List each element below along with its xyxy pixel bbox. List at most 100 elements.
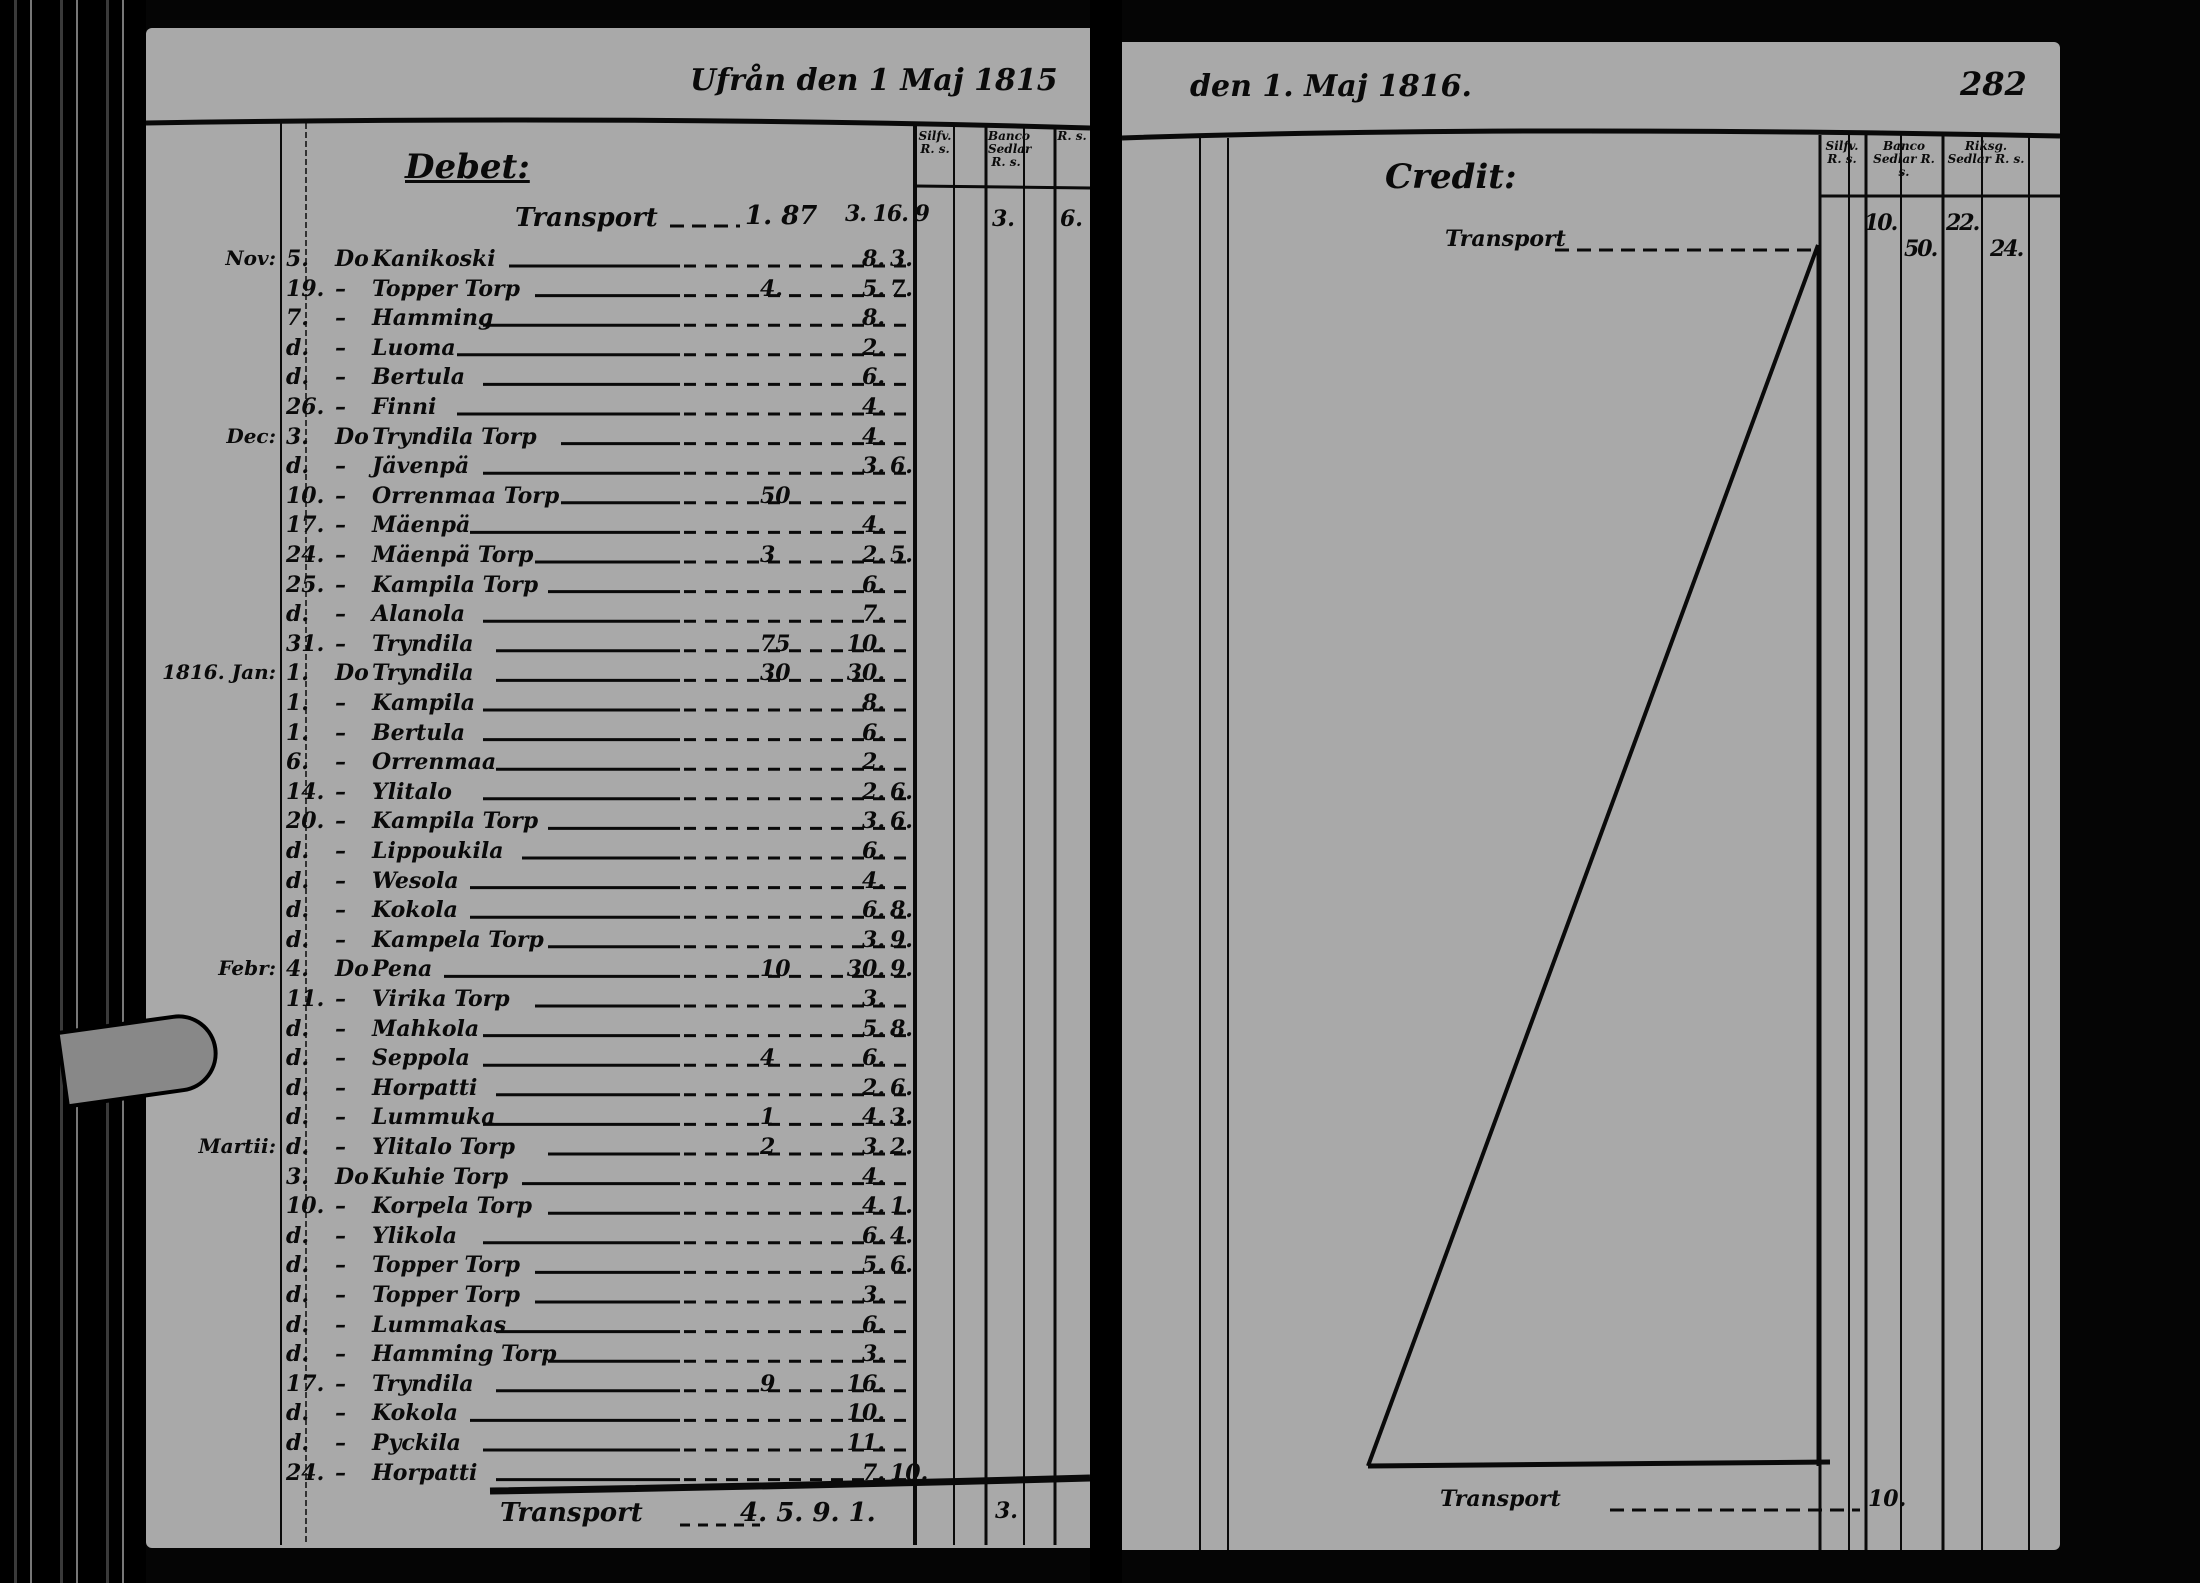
entry-month: Febr: bbox=[218, 956, 276, 981]
entry-name: Kanikoski bbox=[372, 246, 496, 272]
transport-label: Transport bbox=[1445, 226, 1566, 252]
entry-ditto: – bbox=[335, 1222, 346, 1249]
entry-name: Horpatti bbox=[372, 1459, 478, 1486]
entry-ditto: – bbox=[335, 630, 346, 657]
entry-amount-riksdaler: 4. bbox=[862, 512, 885, 539]
entry-name: Ylitalo bbox=[372, 778, 452, 805]
entry-day: 1. bbox=[286, 719, 309, 746]
entry-amount-riksdaler: 5. bbox=[862, 1252, 885, 1279]
column-header: Riksg. Sedlar R. s. bbox=[1947, 139, 2025, 167]
entry-name: Topper Torp bbox=[372, 1282, 521, 1308]
entry-day: d. bbox=[286, 1400, 310, 1427]
entry-ditto: Do bbox=[335, 423, 369, 450]
transport-label: Transport bbox=[515, 203, 658, 233]
book-gutter bbox=[1090, 0, 1122, 1583]
transport-amount: 22. bbox=[1946, 210, 1980, 236]
entry-name: Seppola bbox=[372, 1045, 470, 1072]
entry-name: Horpatti bbox=[372, 1074, 478, 1101]
entry-amount-skilling: 9. bbox=[890, 926, 913, 953]
entry-day: d. bbox=[286, 1104, 310, 1131]
entry-amount-skilling: 6. bbox=[890, 453, 913, 480]
entry-amount-extra: 75 bbox=[760, 630, 791, 657]
transport-amount: 1. 87 bbox=[745, 201, 818, 231]
entry-amount-riksdaler: 10. bbox=[846, 1400, 885, 1427]
entry-ditto: – bbox=[335, 1193, 346, 1220]
entry-month: Nov: bbox=[225, 246, 276, 270]
entry-amount-skilling: 3. bbox=[890, 1104, 913, 1131]
entry-amount-riksdaler: 3. bbox=[862, 808, 885, 835]
entry-name: Ylitalo Torp bbox=[372, 1134, 516, 1160]
entry-amount-extra: 10 bbox=[760, 956, 791, 983]
entry-ditto: – bbox=[335, 571, 346, 598]
entry-day: d. bbox=[286, 1134, 310, 1160]
entry-day: d. bbox=[286, 1015, 310, 1042]
entry-amount-skilling: 5. bbox=[890, 542, 913, 568]
entry-name: Kokola bbox=[372, 1400, 458, 1427]
entry-amount-extra: 9 bbox=[760, 1370, 776, 1397]
entry-ditto: – bbox=[335, 601, 346, 628]
transport-amount: 3. bbox=[992, 206, 1015, 232]
entry-amount-riksdaler: 2. bbox=[862, 749, 885, 776]
page-number: 282 bbox=[1960, 65, 2027, 103]
entry-ditto: – bbox=[335, 305, 346, 332]
transport-label: Transport bbox=[500, 1498, 643, 1528]
entry-day: 11. bbox=[286, 986, 325, 1012]
entry-ditto: – bbox=[335, 808, 346, 835]
entry-name: Hamming Torp bbox=[372, 1341, 557, 1368]
left-page-debet bbox=[146, 28, 1090, 1548]
entry-ditto: – bbox=[335, 1015, 346, 1042]
entry-day: 14. bbox=[286, 778, 325, 805]
entry-day: d. bbox=[286, 926, 310, 953]
entry-amount-riksdaler: 6. bbox=[862, 1311, 885, 1338]
entry-name: Bertula bbox=[372, 719, 465, 746]
entry-amount-riksdaler: 6. bbox=[862, 1222, 885, 1249]
entry-ditto: – bbox=[335, 334, 346, 361]
entry-name: Kampila Torp bbox=[372, 808, 539, 835]
entry-amount-riksdaler: 2. bbox=[862, 334, 885, 361]
entry-day: d. bbox=[286, 1341, 310, 1368]
entry-name: Tryndila bbox=[372, 1370, 474, 1397]
entry-day: 24. bbox=[286, 1459, 325, 1486]
entry-day: 19. bbox=[286, 275, 325, 302]
entry-amount-riksdaler: 4. bbox=[862, 1193, 885, 1220]
entry-ditto: – bbox=[335, 986, 346, 1012]
entry-ditto: – bbox=[335, 778, 346, 805]
entry-amount-skilling: 6. bbox=[890, 808, 913, 835]
entry-day: 4. bbox=[286, 956, 309, 983]
entry-name: Pyckila bbox=[372, 1430, 461, 1456]
entry-name: Virika Torp bbox=[372, 986, 510, 1012]
entry-ditto: – bbox=[335, 838, 346, 864]
column-header: Banco Sedlar R. s. bbox=[988, 129, 1032, 170]
entry-name: Lippoukila bbox=[372, 838, 504, 864]
entry-day: d. bbox=[286, 453, 310, 480]
entry-day: 10. bbox=[286, 1193, 325, 1220]
transport-amount: 4. 5. 9. 1. bbox=[740, 1498, 876, 1528]
entry-day: 10. bbox=[286, 482, 325, 509]
entry-amount-riksdaler: 3. bbox=[862, 453, 885, 480]
right-page-heading: den 1. Maj 1816. bbox=[1190, 69, 1472, 104]
entry-day: 7. bbox=[286, 305, 309, 332]
entry-amount-riksdaler: 10. bbox=[846, 630, 885, 657]
entry-amount-riksdaler: 4. bbox=[862, 867, 885, 894]
entry-ditto: – bbox=[335, 1459, 346, 1486]
entry-ditto: – bbox=[335, 394, 346, 420]
entry-amount-riksdaler: 16. bbox=[846, 1370, 885, 1397]
entry-ditto: – bbox=[335, 1400, 346, 1427]
transport-amount: 10. bbox=[1868, 1486, 1907, 1512]
column-header: Silfv. R. s. bbox=[918, 129, 952, 157]
entry-month: Martii: bbox=[198, 1134, 276, 1158]
entry-day: 1. bbox=[286, 690, 309, 716]
entry-day: d. bbox=[286, 867, 310, 894]
entry-name: Orrenmaa Torp bbox=[372, 482, 560, 509]
transport-amount: 6. bbox=[1060, 206, 1083, 232]
entry-name: Korpela Torp bbox=[372, 1193, 533, 1220]
entry-amount-extra: 50 bbox=[760, 482, 791, 509]
entry-name: Bertula bbox=[372, 364, 465, 391]
transport-amount: 50. bbox=[1904, 236, 1938, 262]
entry-day: 17. bbox=[286, 1370, 325, 1397]
entry-amount-riksdaler: 2. bbox=[862, 778, 885, 805]
entry-ditto: – bbox=[335, 1430, 346, 1456]
entry-amount-skilling: 6. bbox=[890, 778, 913, 805]
entry-amount-riksdaler: 3. bbox=[862, 1134, 885, 1160]
